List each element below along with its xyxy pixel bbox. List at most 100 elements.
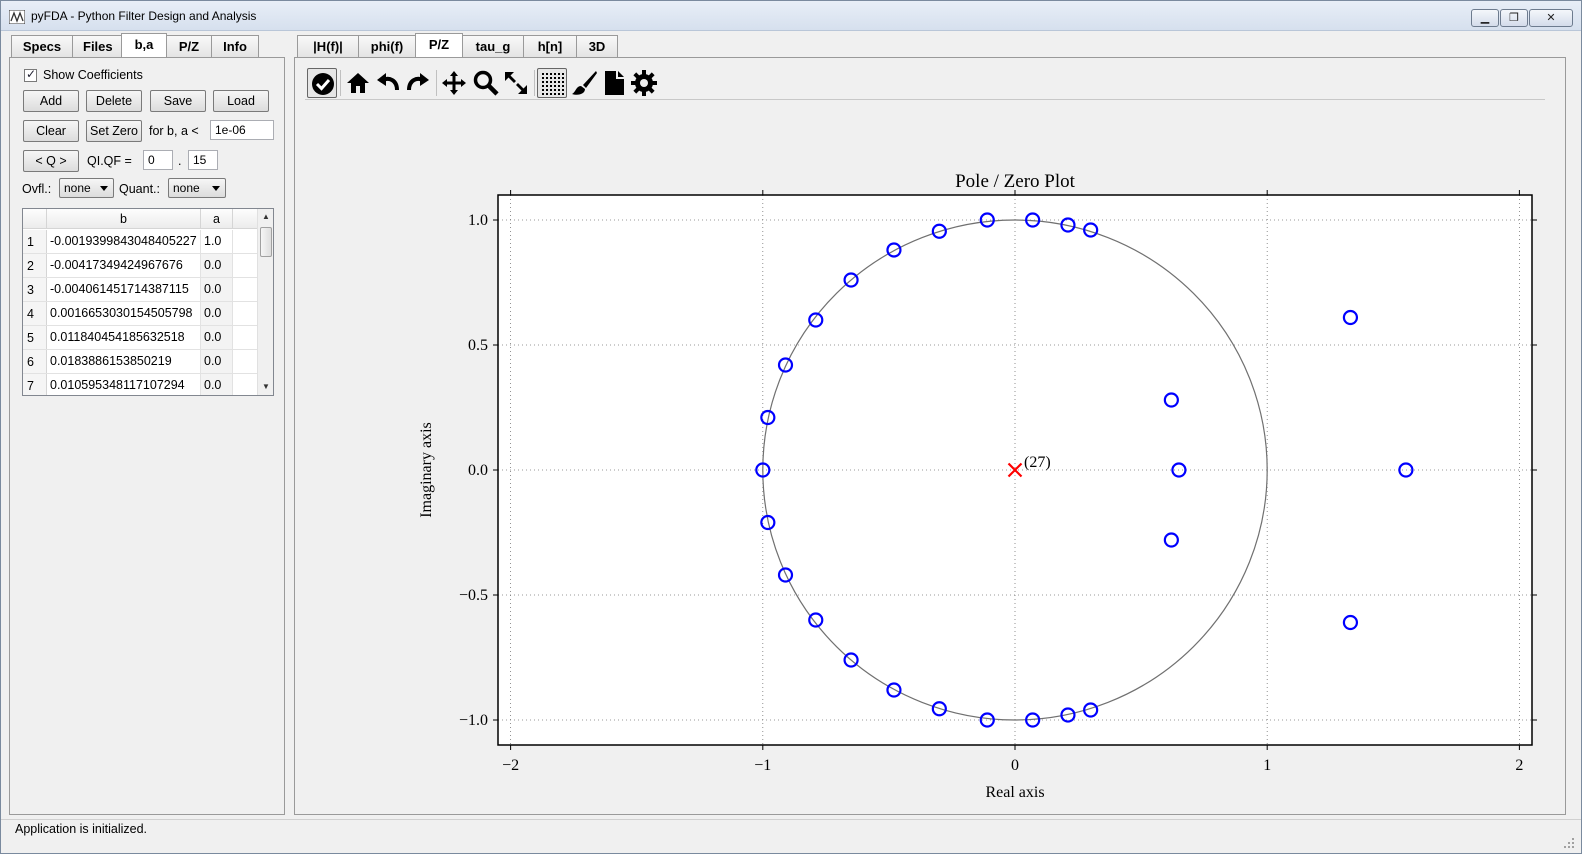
zoom-icon[interactable]: [471, 68, 501, 98]
row-number[interactable]: 4: [23, 302, 47, 325]
row-number[interactable]: 7: [23, 374, 47, 395]
brush-icon[interactable]: [569, 68, 599, 98]
tab-magnitude[interactable]: |H(f)|: [297, 35, 359, 57]
scroll-down-icon[interactable]: ▼: [262, 382, 270, 391]
threshold-input[interactable]: 1e-06: [210, 120, 274, 140]
cell-a[interactable]: 0.0: [201, 254, 233, 277]
redo-icon[interactable]: [403, 68, 433, 98]
x-tick-label: −2: [502, 757, 519, 774]
zero-marker: [1398, 462, 1414, 478]
quantize-button[interactable]: < Q >: [23, 150, 79, 172]
cell-a[interactable]: 0.0: [201, 326, 233, 349]
ovfl-select[interactable]: none: [59, 178, 114, 198]
grid-icon[interactable]: [537, 68, 567, 98]
show-coefficients-checkbox[interactable]: [24, 67, 37, 82]
cell-a[interactable]: 0.0: [201, 350, 233, 373]
y-tick-label: 1.0: [468, 212, 488, 229]
tab-info[interactable]: Info: [211, 35, 259, 57]
zero-marker: [760, 514, 776, 531]
scroll-up-icon[interactable]: ▲: [262, 212, 270, 221]
save-button[interactable]: Save: [150, 90, 206, 112]
delete-button[interactable]: Delete: [86, 90, 142, 112]
column-header-a[interactable]: a: [201, 209, 233, 229]
cell-a[interactable]: 1.0: [201, 230, 233, 253]
y-tick-label: 0.0: [468, 462, 488, 479]
cell-b[interactable]: -0.00417349424967676: [47, 254, 201, 277]
undo-icon[interactable]: [373, 68, 403, 98]
table-scrollbar[interactable]: ▲ ▼: [257, 209, 273, 395]
pan-icon[interactable]: [439, 68, 469, 98]
quant-select[interactable]: none: [168, 178, 226, 198]
resize-grip-icon[interactable]: [1563, 837, 1575, 849]
cell-b[interactable]: -0.0019399843048405227: [47, 230, 201, 253]
set-zero-button[interactable]: Set Zero: [86, 120, 142, 142]
ovfl-label: Ovfl.:: [22, 182, 52, 196]
toolbar-separator: [340, 70, 341, 96]
qf-input[interactable]: 15: [188, 150, 218, 170]
zero-marker: [760, 409, 776, 426]
tab-phase[interactable]: phi(f): [358, 35, 416, 57]
table-row[interactable]: 4 0.0016653030154505798 0.0: [23, 302, 259, 326]
cell-a[interactable]: 0.0: [201, 278, 233, 301]
pole-zero-plot-area[interactable]: −2 −1 0 1 2 1.0 0.5 0.0 −0.5 −1.0 Pole / Zero Plot…: [305, 104, 1555, 814]
table-row[interactable]: 3 -0.004061451714387115 0.0: [23, 278, 259, 302]
table-row[interactable]: 7 0.010595348117107294 0.0: [23, 374, 259, 395]
zero-marker: [777, 567, 794, 583]
scroll-thumb[interactable]: [260, 227, 272, 257]
show-coefficients-row: Show Coefficients: [24, 67, 143, 82]
qi-input[interactable]: 0: [143, 150, 173, 170]
tab-impulse-response[interactable]: h[n]: [523, 35, 577, 57]
window-title: pyFDA - Python Filter Design and Analysi…: [31, 9, 257, 23]
zero-marker: [1060, 707, 1076, 723]
ovfl-value: none: [64, 181, 91, 195]
show-coefficients-label: Show Coefficients: [43, 68, 143, 82]
table-row[interactable]: 5 0.011840454185632518 0.0: [23, 326, 259, 350]
cell-b[interactable]: 0.010595348117107294: [47, 374, 201, 395]
plot-panel: −2 −1 0 1 2 1.0 0.5 0.0 −0.5 −1.0 Pole / Zero Plot…: [294, 57, 1566, 815]
cell-a[interactable]: 0.0: [201, 302, 233, 325]
tab-3d[interactable]: 3D: [576, 35, 618, 57]
maximize-button[interactable]: ❐: [1500, 9, 1528, 27]
zero-marker: [808, 612, 824, 628]
zero-marker: [886, 682, 902, 698]
x-tick-label: −1: [754, 757, 771, 774]
coefficient-table[interactable]: b a 1 -0.0019399843048405227 1.0 2 -0.00…: [22, 208, 274, 396]
home-icon[interactable]: [343, 68, 373, 98]
table-row[interactable]: 1 -0.0019399843048405227 1.0: [23, 230, 259, 254]
pole-zero-chart[interactable]: −2 −1 0 1 2 1.0 0.5 0.0 −0.5 −1.0 Pole / Zero Plot…: [305, 104, 1555, 814]
toolbar-separator: [436, 70, 437, 96]
x-tick-label: 1: [1263, 757, 1271, 774]
close-button[interactable]: ✕: [1529, 9, 1573, 27]
cell-b[interactable]: 0.0016653030154505798: [47, 302, 201, 325]
zero-marker: [931, 701, 947, 717]
zero-marker: [1342, 614, 1359, 631]
table-row[interactable]: 2 -0.00417349424967676 0.0: [23, 254, 259, 278]
tab-specs[interactable]: Specs: [11, 35, 73, 57]
fullscreen-icon[interactable]: [501, 68, 531, 98]
tab-ba[interactable]: b,a: [121, 33, 167, 57]
row-number[interactable]: 6: [23, 350, 47, 373]
row-number[interactable]: 1: [23, 230, 47, 253]
row-number[interactable]: 3: [23, 278, 47, 301]
cell-a[interactable]: 0.0: [201, 374, 233, 395]
document-icon[interactable]: [599, 68, 629, 98]
add-button[interactable]: Add: [23, 90, 79, 112]
tab-pz[interactable]: P/Z: [166, 35, 212, 57]
title-bar: pyFDA - Python Filter Design and Analysi…: [1, 1, 1581, 31]
y-tick-label: −0.5: [459, 587, 488, 604]
gear-icon[interactable]: [629, 68, 659, 98]
tab-group-delay[interactable]: tau_g: [462, 35, 524, 57]
cell-b[interactable]: 0.0183886153850219: [47, 350, 201, 373]
clear-button[interactable]: Clear: [23, 120, 79, 142]
tab-files[interactable]: Files: [72, 35, 122, 57]
column-header-b[interactable]: b: [47, 209, 201, 229]
cell-b[interactable]: 0.011840454185632518: [47, 326, 201, 349]
table-row[interactable]: 6 0.0183886153850219 0.0: [23, 350, 259, 374]
check-icon[interactable]: [307, 68, 337, 98]
cell-b[interactable]: -0.004061451714387115: [47, 278, 201, 301]
row-number[interactable]: 2: [23, 254, 47, 277]
tab-pole-zero[interactable]: P/Z: [415, 33, 463, 57]
row-number[interactable]: 5: [23, 326, 47, 349]
minimize-button[interactable]: ▁: [1471, 9, 1499, 27]
load-button[interactable]: Load: [213, 90, 269, 112]
